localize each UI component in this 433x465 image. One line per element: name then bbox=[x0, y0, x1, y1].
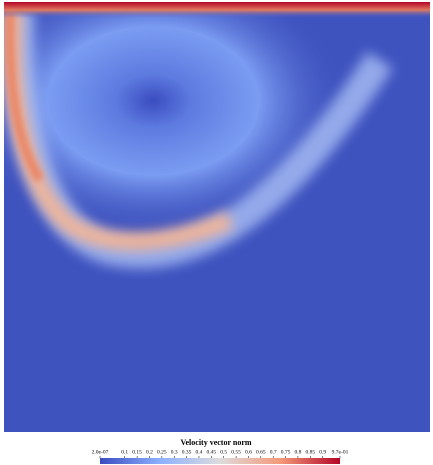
colorbar-tick-label: 0.65 bbox=[256, 449, 266, 455]
colorbar-tick-label: 0.9 bbox=[319, 449, 326, 455]
colorbar-gradient bbox=[100, 458, 340, 464]
colorbar-tick-label: 0.35 bbox=[182, 449, 192, 455]
velocity-field bbox=[4, 2, 430, 432]
colorbar-tick-label: 0.75 bbox=[281, 449, 291, 455]
colorbar-tick-label: 0.4 bbox=[196, 449, 203, 455]
colorbar-tick-label: 0.5 bbox=[220, 449, 227, 455]
colorbar-tick-label: 9.7e-01 bbox=[332, 449, 349, 455]
colorbar-tick-label: 0.7 bbox=[270, 449, 277, 455]
colorbar-tick-label: 0.1 bbox=[121, 449, 128, 455]
colorbar-tick-label: 0.25 bbox=[157, 449, 167, 455]
colorbar-tick-label: 0.45 bbox=[207, 449, 217, 455]
colorbar-tick-label: 0.8 bbox=[295, 449, 302, 455]
colorbar-tick-label: 2.0e-07 bbox=[92, 449, 109, 455]
colorbar-tick-label: 0.85 bbox=[305, 449, 315, 455]
colorbar-tick-label: 0.15 bbox=[132, 449, 142, 455]
colorbar: 2.0e-07 0.1 0.15 0.2 0.25 0.3 0.35 0.4 0.45 0.5 0.… bbox=[92, 449, 349, 464]
colorbar-title: Velocity vector norm bbox=[180, 438, 251, 447]
colorbar-tick-label: 0.3 bbox=[171, 449, 178, 455]
colorbar-tick-label: 0.55 bbox=[231, 449, 241, 455]
colorbar-tick-label: 0.6 bbox=[245, 449, 252, 455]
colorbar-tick-label: 0.2 bbox=[146, 449, 153, 455]
